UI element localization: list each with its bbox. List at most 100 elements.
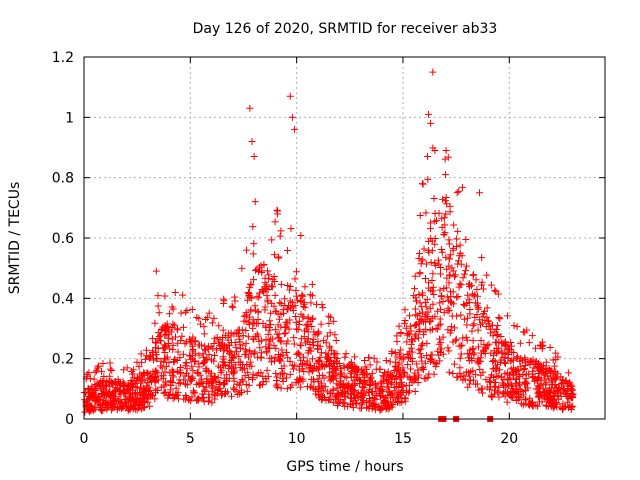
data-point <box>440 309 448 317</box>
data-point <box>175 376 183 384</box>
data-point <box>420 375 428 383</box>
data-point <box>525 370 533 378</box>
data-point <box>254 332 262 340</box>
data-point <box>438 248 446 256</box>
data-point <box>151 389 159 397</box>
data-point <box>478 254 486 262</box>
data-point <box>176 379 184 387</box>
data-point <box>146 374 154 382</box>
data-point <box>131 380 139 388</box>
data-point <box>381 368 389 376</box>
data-point <box>180 395 188 403</box>
data-point <box>444 344 452 352</box>
data-point <box>522 387 530 395</box>
data-point <box>500 381 508 389</box>
data-point <box>288 113 296 121</box>
data-point <box>271 353 279 361</box>
data-point <box>235 381 243 389</box>
data-point <box>179 291 187 299</box>
data-point <box>463 336 471 344</box>
data-point <box>569 402 577 410</box>
data-point <box>301 304 309 312</box>
data-point <box>451 273 459 281</box>
data-point <box>381 402 389 410</box>
data-point <box>244 296 252 304</box>
data-point <box>503 345 511 353</box>
data-point <box>492 349 500 357</box>
data-point <box>290 340 298 348</box>
data-point <box>94 362 102 370</box>
data-point <box>211 395 219 403</box>
data-point <box>286 370 294 378</box>
data-point <box>167 378 175 386</box>
data-point <box>200 323 208 331</box>
data-point <box>210 314 218 322</box>
data-point <box>276 315 283 323</box>
data-point <box>190 337 198 345</box>
data-point <box>100 387 108 395</box>
data-point <box>227 392 235 400</box>
data-point <box>239 341 247 349</box>
data-point <box>388 347 396 355</box>
data-point <box>149 347 157 355</box>
data-point <box>131 402 139 410</box>
data-point <box>475 359 483 367</box>
data-point <box>314 366 322 374</box>
data-point <box>153 376 161 384</box>
data-point <box>208 356 216 364</box>
data-point <box>185 396 193 404</box>
data-point <box>129 366 137 374</box>
data-point <box>284 246 292 254</box>
data-point <box>300 360 308 368</box>
data-point <box>422 352 430 360</box>
data-point <box>456 241 464 249</box>
data-point <box>97 406 105 414</box>
data-point <box>198 375 206 383</box>
data-point <box>188 362 196 370</box>
data-point <box>513 367 521 375</box>
data-point <box>286 357 294 365</box>
data-point <box>365 404 373 412</box>
data-point <box>248 376 256 384</box>
data-point <box>260 288 268 296</box>
data-point <box>246 313 254 321</box>
data-point <box>397 329 405 337</box>
data-point <box>324 388 332 396</box>
data-point <box>436 270 444 278</box>
data-point <box>457 350 465 358</box>
data-point <box>418 341 426 349</box>
data-point <box>85 392 93 400</box>
data-point <box>466 346 474 354</box>
data-point <box>193 368 201 376</box>
data-point <box>348 389 356 397</box>
data-point <box>445 347 453 355</box>
data-point <box>388 389 396 397</box>
data-point <box>248 137 256 145</box>
data-point <box>432 360 440 368</box>
data-point <box>270 272 278 280</box>
data-point <box>219 326 227 334</box>
data-point <box>429 300 437 308</box>
data-point <box>568 386 576 394</box>
data-point <box>426 304 434 312</box>
data-point <box>316 353 324 361</box>
data-point <box>250 350 258 358</box>
data-point <box>211 351 219 359</box>
data-point <box>251 302 259 310</box>
data-point <box>246 358 254 366</box>
data-point <box>469 322 477 330</box>
data-point <box>251 198 259 206</box>
data-point <box>182 359 190 367</box>
data-point <box>535 367 543 375</box>
data-point <box>362 370 370 378</box>
data-point <box>532 401 540 409</box>
data-point <box>511 389 519 397</box>
data-point <box>495 372 503 380</box>
data-point <box>405 381 413 389</box>
data-point <box>81 389 89 397</box>
data-point <box>230 354 238 362</box>
data-point <box>487 281 495 289</box>
data-point <box>474 304 482 312</box>
data-point <box>516 339 524 347</box>
data-point <box>440 230 448 238</box>
